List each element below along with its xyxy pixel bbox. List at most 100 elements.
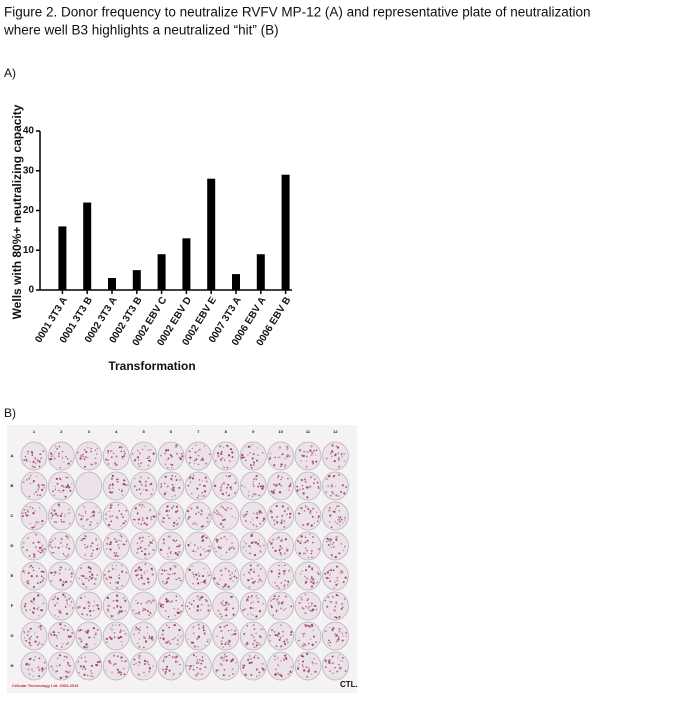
spot xyxy=(109,491,112,494)
spot xyxy=(214,484,217,487)
spot xyxy=(255,595,258,597)
spot xyxy=(109,515,112,518)
spot xyxy=(29,637,31,639)
spot xyxy=(36,459,39,462)
spot xyxy=(230,488,233,491)
spot xyxy=(111,515,114,517)
spot xyxy=(145,523,148,526)
spot xyxy=(51,546,53,549)
spot xyxy=(148,455,150,458)
spot xyxy=(67,642,69,644)
spot xyxy=(166,582,168,584)
column-label: 12 xyxy=(333,429,338,434)
spot xyxy=(169,574,171,576)
spot xyxy=(67,536,70,538)
spot xyxy=(250,597,252,599)
spot xyxy=(304,480,307,483)
spot xyxy=(186,605,189,608)
spot xyxy=(108,543,111,546)
spot xyxy=(220,663,223,667)
spot xyxy=(286,548,289,551)
spot xyxy=(89,571,92,573)
spot xyxy=(67,462,70,465)
spot xyxy=(342,549,345,552)
spot xyxy=(180,452,183,455)
spot xyxy=(207,638,209,641)
spot xyxy=(179,636,182,639)
spot xyxy=(341,456,343,458)
spot xyxy=(313,482,315,485)
spot xyxy=(335,485,337,488)
spot xyxy=(187,484,190,487)
spot xyxy=(306,523,309,526)
column-label: 8 xyxy=(225,429,228,434)
spot xyxy=(247,454,249,456)
spot xyxy=(200,509,203,512)
spot xyxy=(121,585,123,587)
spot xyxy=(65,675,68,678)
spot xyxy=(288,489,290,491)
spot xyxy=(227,603,230,606)
spot xyxy=(54,445,57,448)
spot xyxy=(144,480,148,483)
spot xyxy=(277,475,280,477)
spot xyxy=(153,515,156,518)
plate-footer: Cellular Technology Ltd. 2003-2016 xyxy=(12,683,79,688)
spot xyxy=(39,453,42,455)
spot xyxy=(87,607,90,610)
spot xyxy=(270,542,273,545)
spot xyxy=(136,551,139,554)
spot xyxy=(333,474,336,477)
spot xyxy=(203,484,206,488)
spot xyxy=(39,625,42,628)
spot xyxy=(344,576,347,579)
spot xyxy=(277,456,279,458)
spot xyxy=(119,606,122,609)
spot xyxy=(213,577,216,580)
spot xyxy=(249,564,252,567)
spot xyxy=(125,660,128,663)
spot xyxy=(29,627,32,630)
spot xyxy=(58,452,60,455)
spot xyxy=(186,665,188,667)
spot xyxy=(120,673,122,676)
spot xyxy=(248,655,251,657)
spot xyxy=(243,540,245,543)
spot xyxy=(32,602,35,605)
spot xyxy=(32,670,34,673)
spot xyxy=(71,632,74,635)
spot xyxy=(226,466,229,469)
spot xyxy=(311,643,314,647)
spot xyxy=(223,604,225,607)
spot xyxy=(244,673,247,676)
spot xyxy=(188,608,191,610)
spot xyxy=(58,572,61,575)
spot xyxy=(55,635,58,637)
spot xyxy=(54,451,56,453)
spot xyxy=(175,523,178,526)
spot xyxy=(278,564,280,567)
spot xyxy=(167,615,170,618)
well xyxy=(75,441,103,471)
spot xyxy=(195,655,197,658)
spot xyxy=(252,581,255,584)
spot xyxy=(117,612,120,615)
spot xyxy=(331,445,334,447)
spot xyxy=(31,668,33,671)
spot xyxy=(69,665,71,667)
spot xyxy=(169,601,171,603)
spot xyxy=(227,585,230,588)
spot xyxy=(82,582,84,584)
spot xyxy=(169,551,172,553)
spot xyxy=(203,632,206,635)
spot xyxy=(79,457,82,460)
spot xyxy=(337,452,340,454)
spot xyxy=(243,633,246,635)
spot xyxy=(217,669,220,672)
spot xyxy=(335,602,338,605)
spot xyxy=(229,645,231,647)
spot xyxy=(334,555,337,559)
spot xyxy=(329,580,332,583)
spot xyxy=(324,659,327,662)
spot xyxy=(315,582,318,584)
